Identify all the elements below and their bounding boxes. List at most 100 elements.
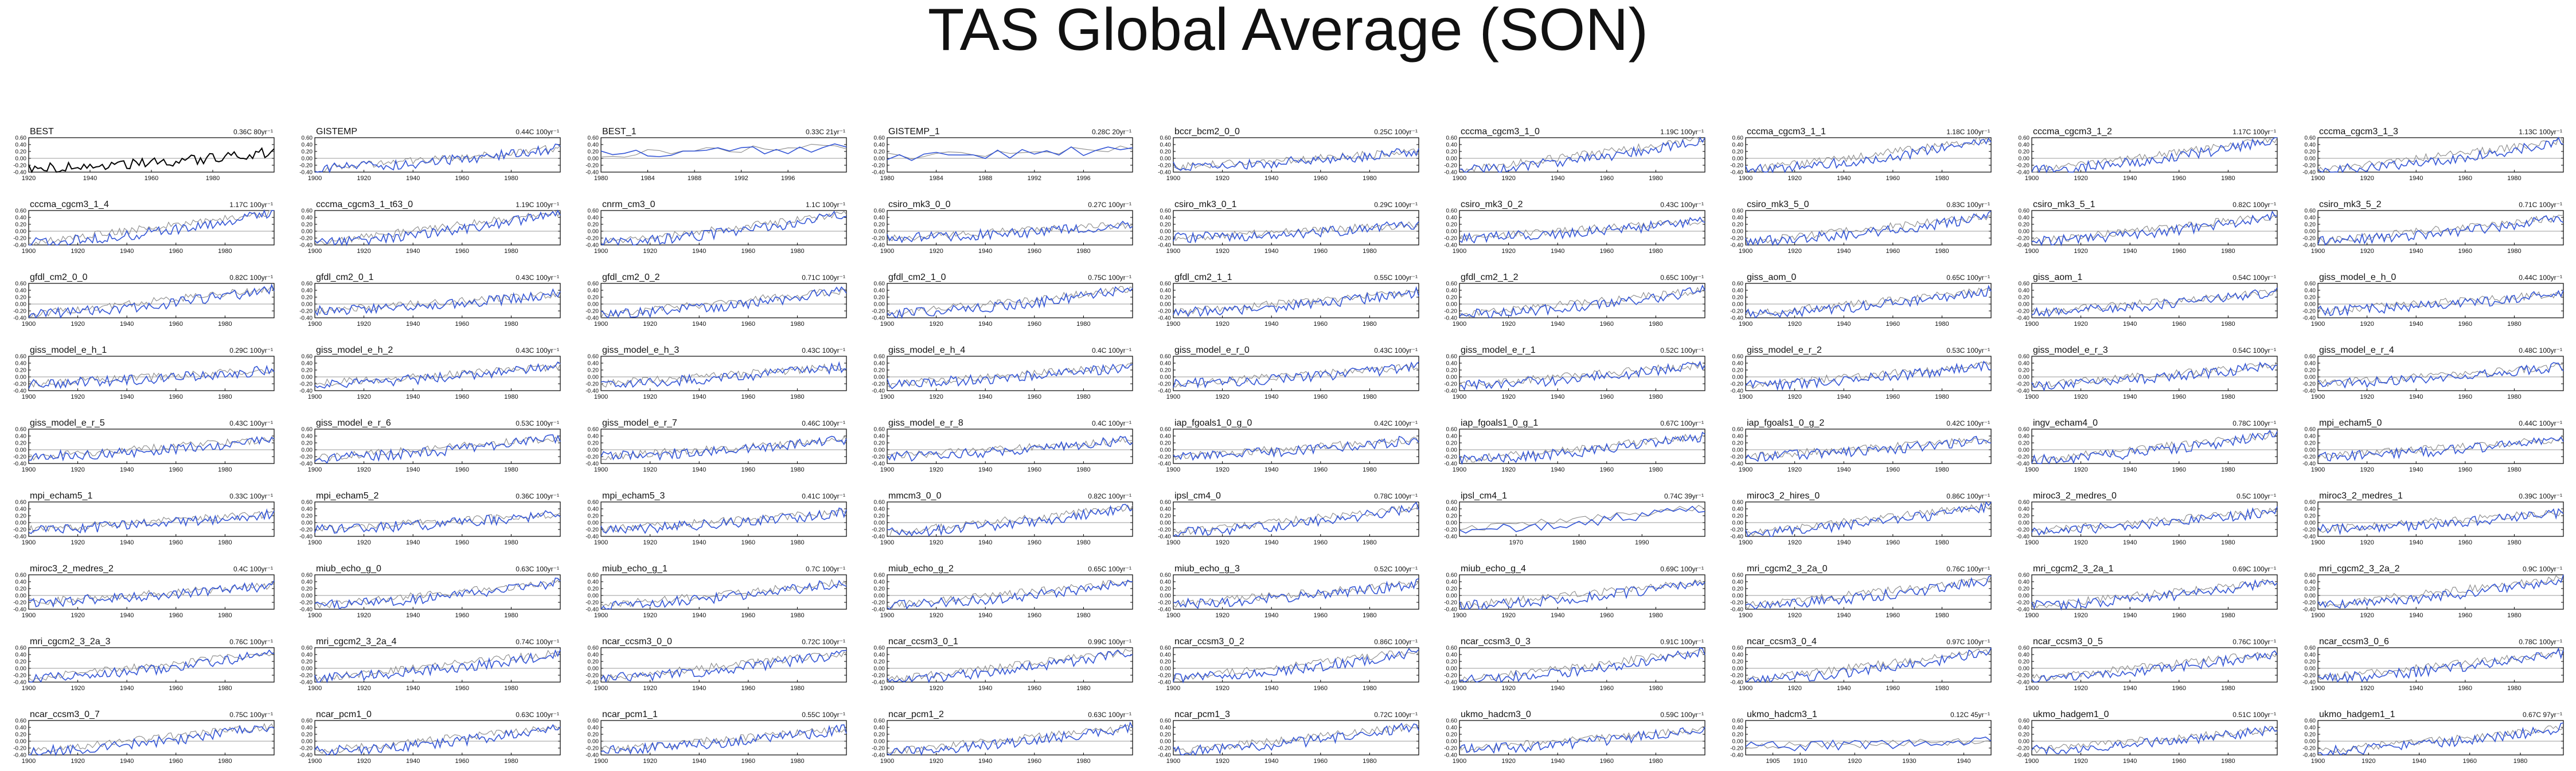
x-tick-label: 1980 [218,539,232,546]
observed-reference-series [2317,649,2564,682]
y-tick-label: -0.40 [1444,680,1457,686]
x-tick-label: 1900 [308,466,322,473]
y-tick-label: 0.20 [2305,149,2316,155]
x-tick-label: 1980 [2221,321,2235,328]
y-tick-label: 0.60 [302,208,313,215]
y-tick-label: 0.40 [874,507,885,513]
panel-trend-label: 0.72C 100yr⁻¹ [802,638,845,646]
model-series [600,143,847,157]
x-tick-label: 1980 [504,758,518,765]
observed-reference-series [887,145,1133,159]
model-series [887,579,1133,610]
x-tick-label: 1980 [218,321,232,328]
y-tick-label: 0.40 [1446,288,1458,294]
y-tick-label: -0.20 [872,454,885,461]
y-tick-label: -0.20 [1730,236,1743,242]
plot-frame [2317,720,2564,756]
panel-title: gfdl_cm2_0_1 [316,272,374,282]
plot-frame [1745,356,1992,391]
y-tick-label: 0.20 [2019,732,2030,738]
plot-frame [600,647,847,683]
y-tick-label: 0.40 [1446,361,1458,367]
y-tick-label: 0.20 [1160,441,1172,447]
x-tick-label: 1960 [2172,612,2186,619]
y-tick-label: 0.20 [2305,441,2316,447]
x-tick-label: 1920 [1501,685,1515,692]
panel: miub_echo_g_3 0.52C 100yr⁻¹ 0.600.400.200.… [1158,564,1419,619]
x-tick-label: 1980 [218,685,232,692]
model-series [2317,647,2564,684]
panel: ncar_ccsm3_0_0 0.72C 100yr⁻¹ 0.600.400.200… [586,637,847,692]
x-tick-label: 1960 [2172,321,2186,328]
panel: iap_fgoals1_0_g_0 0.42C 100yr⁻¹0.600.400.… [1158,418,1419,473]
x-tick-label: 1980 [2221,248,2235,255]
y-tick-label: 0.00 [2019,593,2030,599]
panel-title: mri_cgcm2_3_2a_4 [316,637,397,647]
y-tick-label: 0.60 [2019,354,2030,360]
y-tick-label: -0.20 [1730,527,1743,534]
y-tick-label: 0.40 [1732,215,1744,221]
panel-title: giss_model_e_r_2 [1747,345,1822,355]
panel: ncar_ccsm3_0_2 0.86C 100yr⁻¹ 0.600.400.200… [1158,637,1419,692]
x-tick-label: 1900 [1739,612,1753,619]
model-series [28,508,275,534]
observed-reference-series [1745,647,1992,683]
x-tick-label: 1940 [2409,175,2423,182]
panel-trend-label: 0.82C 100yr⁻¹ [1088,492,1131,500]
panel: bccr_bcm2_0_0 0.25C 100yr⁻¹ 0.600.400.200.… [1158,127,1419,182]
x-tick-label: 1940 [2123,539,2137,546]
x-tick-label: 1960 [2458,612,2472,619]
x-tick-label: 1960 [1028,321,1041,328]
y-tick-label: 0.40 [1160,361,1172,367]
x-tick-label: 1984 [929,175,943,182]
plot-frame [1745,574,1992,610]
y-tick-label: 0.00 [1446,375,1458,381]
x-tick-label: 1900 [880,685,894,692]
y-tick-label: 0.40 [1732,434,1744,440]
y-tick-label: -0.20 [872,673,885,679]
panel: ncar_pcm1_1 0.55C 100yr⁻¹ 0.600.400.200.00… [586,710,847,765]
y-tick-label: 0.20 [302,659,313,665]
y-tick-label: -0.20 [586,527,599,534]
x-tick-label: 1900 [880,466,894,473]
y-tick-label: 0.60 [1160,427,1172,433]
x-tick-label: 1920 [1787,321,1801,328]
plot-frame [600,137,847,173]
x-tick-label: 1900 [1166,612,1180,619]
y-tick-label: -0.20 [299,600,313,606]
x-tick-label: 1920 [1501,466,1515,473]
panel: mpi_echam5_3 0.41C 100yr⁻¹ 0.600.400.200.0… [586,491,847,546]
panel: miroc3_2_medres_1 0.39C 100yr⁻¹0.600.400.… [2302,491,2564,546]
y-tick-label: -0.40 [1730,680,1743,686]
plot-frame [314,356,561,391]
model-series [887,435,1133,462]
model-series [2031,361,2278,392]
y-tick-label: 0.00 [874,739,885,745]
y-tick-label: -0.20 [13,454,26,461]
model-series [600,650,846,683]
y-tick-label: 0.60 [1446,354,1458,360]
x-tick-label: 1940 [978,539,992,546]
y-tick-label: -0.40 [1158,170,1171,176]
x-tick-label: 1900 [1739,248,1753,255]
panel-title: BEST_1 [602,127,637,137]
x-tick-label: 1980 [790,394,804,400]
x-tick-label: 1980 [2221,758,2235,765]
x-tick-label: 1980 [218,394,232,400]
panel: mri_cgcm2_3_2a_2 0.9C 100yr⁻¹ 0.600.400.20… [2302,564,2564,619]
model-series [1173,221,1419,244]
y-tick-label: 0.40 [15,652,27,659]
plot-frame [1459,283,1705,318]
y-tick-label: -0.40 [299,461,313,468]
y-tick-label: 0.40 [15,579,27,586]
y-tick-label: -0.40 [2016,170,2029,176]
panel: giss_model_e_h_2 0.43C 100yr⁻¹ 0.600.400.2… [299,345,561,400]
panel-title: ukmo_hadgem1_0 [2033,710,2109,719]
y-tick-label: 0.60 [15,281,27,287]
y-tick-label: -0.40 [1158,316,1171,322]
x-tick-label: 1960 [1600,394,1614,400]
panel-title: giss_model_e_h_4 [888,345,965,355]
y-tick-label: 0.20 [2019,659,2030,665]
y-tick-label: 0.40 [588,142,599,149]
y-tick-label: 0.00 [2019,229,2030,235]
